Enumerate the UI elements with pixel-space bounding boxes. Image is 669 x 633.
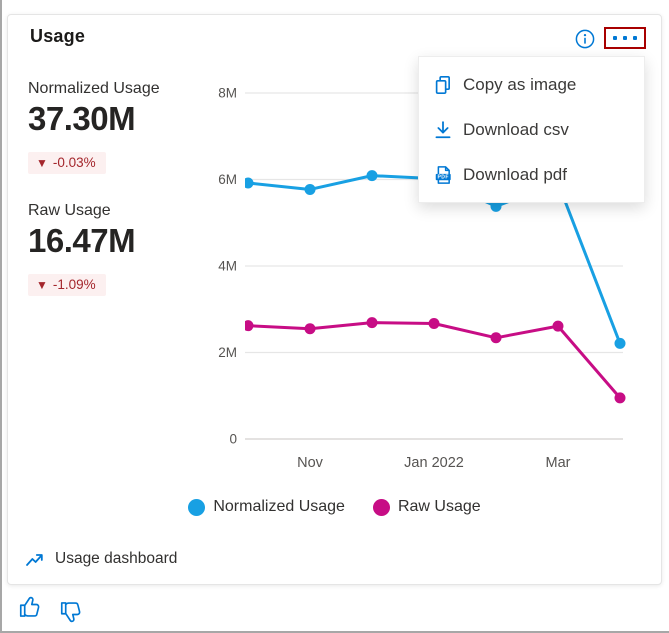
thumbs-down-icon [60,602,80,623]
menu-item-copy-as-image[interactable]: Copy as image [419,62,644,107]
pdf-icon: PDF [435,165,451,184]
legend-item-normalized-usage[interactable]: Normalized Usage [188,498,345,516]
kpi-value: 16.47M [28,222,136,259]
thumbs-up-button[interactable] [16,595,42,621]
kpi-delta-badge: ▼ -0.03% [28,152,106,174]
svg-text:4M: 4M [218,259,237,274]
svg-text:8M: 8M [218,86,237,101]
thumbs-up-icon [19,596,39,617]
info-button[interactable] [574,28,596,50]
kpi-raw-usage: Raw Usage 16.47M ▼ -1.09% [28,202,136,296]
svg-text:2M: 2M [218,345,237,360]
kpi-value: 37.30M [28,100,136,137]
page-border-bottom [0,631,669,633]
legend-swatch [372,498,390,516]
chart-legend: Normalized Usage Raw Usage [7,498,662,516]
menu-item-download-csv[interactable]: Download csv [419,107,644,152]
legend-item-raw-usage[interactable]: Raw Usage [372,498,481,516]
more-options-button[interactable] [604,27,646,49]
svg-text:Mar: Mar [546,455,571,471]
ellipsis-icon [613,36,617,40]
thumbs-down-button[interactable] [57,598,83,624]
feedback-controls [16,595,83,624]
svg-text:Jan 2022: Jan 2022 [404,455,464,471]
download-icon [435,120,451,138]
tile-title: Usage [30,26,86,46]
kpi-label: Raw Usage [28,202,111,219]
usage-dashboard-link[interactable]: Usage dashboard [25,550,177,568]
menu-item-download-pdf[interactable]: PDF Download pdf [419,152,644,197]
context-menu: Copy as image Download csv PDF Download … [418,56,645,203]
page-border-left [0,0,2,633]
kpi-delta-badge: ▼ -1.09% [28,274,106,296]
kpi-normalized-usage: Normalized Usage 37.30M ▼ -0.03% [28,80,160,174]
svg-text:0: 0 [229,432,237,447]
trend-down-icon: ▼ [36,155,48,170]
kpi-label: Normalized Usage [28,80,160,97]
info-icon [575,29,595,49]
svg-text:PDF: PDF [438,174,449,180]
svg-text:Nov: Nov [297,455,324,471]
legend-swatch [188,498,206,516]
copy-icon [435,75,450,94]
svg-text:6M: 6M [218,172,237,187]
trend-chart-icon [26,553,43,566]
trend-down-icon: ▼ [36,277,48,292]
